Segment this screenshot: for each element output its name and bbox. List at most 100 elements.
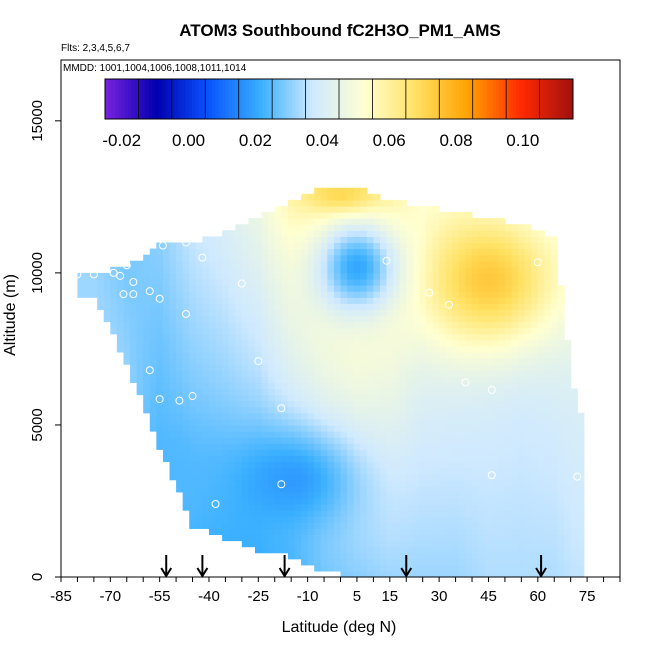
heatmap-cell <box>412 449 421 456</box>
heatmap-cell <box>215 473 223 481</box>
heatmap-cell <box>524 485 532 493</box>
heatmap-cell <box>511 248 519 256</box>
heatmap-cell <box>333 406 342 414</box>
heatmap-cell <box>195 291 203 298</box>
heatmap-cell <box>281 291 289 298</box>
heatmap-cell <box>557 546 565 554</box>
heatmap-cell <box>432 315 440 323</box>
heatmap-cell <box>379 431 388 438</box>
heatmap-cell <box>228 358 236 365</box>
heatmap-cell <box>386 315 394 323</box>
heatmap-cell <box>524 504 532 511</box>
heatmap-cell <box>511 473 519 481</box>
heatmap-cell <box>524 552 532 560</box>
heatmap-cell <box>504 455 513 463</box>
heatmap-cell <box>182 485 190 493</box>
heatmap-cell <box>557 327 565 335</box>
heatmap-cell <box>261 327 269 335</box>
sample-point <box>89 270 98 279</box>
heatmap-cell <box>425 406 434 414</box>
heatmap-cell <box>531 431 539 438</box>
heatmap-cell <box>333 260 342 268</box>
heatmap-cell <box>130 297 138 304</box>
heatmap-cell <box>333 546 342 554</box>
heatmap-cell <box>301 272 309 280</box>
heatmap-cell <box>564 370 572 377</box>
heatmap-cell <box>274 534 282 542</box>
heatmap-cell <box>445 510 453 517</box>
heatmap-cell <box>439 570 447 578</box>
heatmap-cell <box>248 516 256 523</box>
heatmap-cell <box>248 400 256 408</box>
x-axis: -85 -70 -55 -40 -25 -10 5 15 30 45 60 75 <box>50 577 621 605</box>
heatmap-cell <box>393 236 401 244</box>
heatmap-cell <box>419 546 427 554</box>
heatmap-cell <box>215 327 223 335</box>
heatmap-cell <box>314 205 322 213</box>
heatmap-cell <box>156 437 164 444</box>
heatmap-cell <box>248 230 256 237</box>
heatmap-cell <box>182 321 190 329</box>
heatmap-cell <box>504 522 513 529</box>
heatmap-cell <box>550 461 559 469</box>
heatmap-cell <box>281 431 289 438</box>
heatmap-cell <box>208 382 217 390</box>
heatmap-cell <box>189 278 197 286</box>
heatmap-cell <box>169 345 177 353</box>
heatmap-cell <box>439 230 447 237</box>
heatmap-cell <box>353 278 361 286</box>
heatmap-cell <box>465 278 473 286</box>
heatmap-cell <box>235 370 243 377</box>
heatmap-cell <box>366 479 374 487</box>
heatmap-cell <box>248 449 256 456</box>
heatmap-cell <box>504 339 513 347</box>
heatmap-cell <box>228 443 236 450</box>
heatmap-cell <box>208 449 217 456</box>
heatmap-cell <box>195 309 203 317</box>
heatmap-cell <box>379 516 388 523</box>
heatmap-cell <box>215 491 223 499</box>
heatmap-cell <box>570 504 578 511</box>
heatmap-cell <box>314 333 322 341</box>
heatmap-cell <box>564 394 572 402</box>
heatmap-cell <box>333 236 342 244</box>
heatmap-cell <box>208 504 217 511</box>
heatmap-cell <box>340 497 348 505</box>
heatmap-cell <box>432 558 440 566</box>
heatmap-cell <box>432 278 440 286</box>
heatmap-cell <box>320 193 328 201</box>
heatmap-cell <box>268 546 276 554</box>
sample-point <box>155 395 164 404</box>
heatmap-cell <box>386 479 394 487</box>
heatmap-cell <box>340 193 348 201</box>
heatmap-cell <box>182 351 190 359</box>
colorbar-segment <box>469 79 474 119</box>
heatmap-cell <box>176 479 184 487</box>
heatmap-cell <box>202 406 210 414</box>
heatmap-cell <box>294 406 302 414</box>
heatmap-cell <box>406 205 414 213</box>
heatmap-cell <box>465 230 473 237</box>
heatmap-cell <box>294 230 302 237</box>
heatmap-cell <box>241 504 250 511</box>
heatmap-cell <box>327 266 335 274</box>
heatmap-cell <box>241 309 250 317</box>
heatmap-cell <box>116 333 125 341</box>
heatmap-cell <box>143 309 151 317</box>
heatmap-cell <box>307 297 315 304</box>
heatmap-cell <box>320 534 328 542</box>
heatmap-cell <box>281 412 289 420</box>
heatmap-cell <box>518 522 526 529</box>
heatmap-cell <box>340 412 348 420</box>
heatmap-cell <box>116 272 125 280</box>
heatmap-cell <box>360 443 368 450</box>
heatmap-cell <box>478 370 486 377</box>
heatmap-cell <box>320 205 328 213</box>
colorbar-segment <box>395 79 400 119</box>
heatmap-cell <box>228 303 236 310</box>
heatmap-cell <box>537 254 545 262</box>
heatmap-cell <box>425 285 434 292</box>
sample-point <box>293 189 302 198</box>
heatmap-cell <box>353 522 361 529</box>
heatmap-cell <box>445 315 453 323</box>
